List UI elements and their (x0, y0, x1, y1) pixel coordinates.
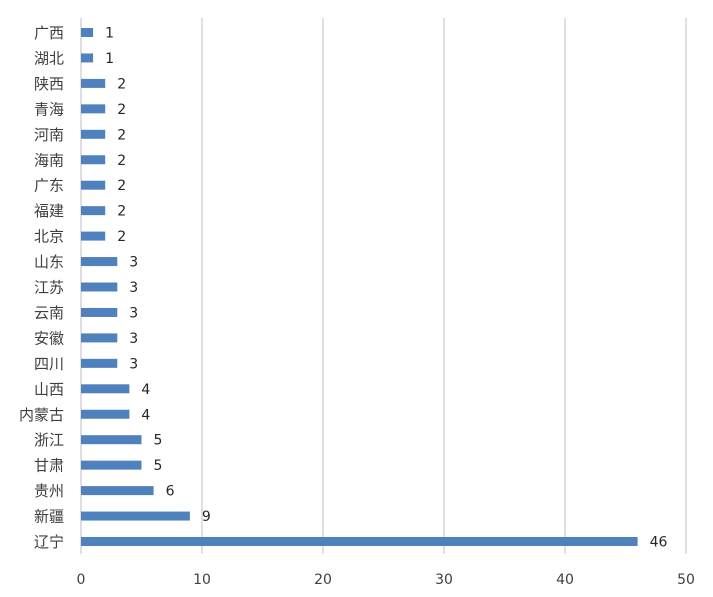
value-label: 3 (129, 305, 138, 321)
category-label: 北京 (34, 228, 64, 246)
bar (81, 206, 106, 216)
value-label: 3 (129, 280, 138, 296)
x-tick-label: 20 (314, 572, 332, 588)
bar (81, 537, 638, 546)
bar (81, 486, 154, 496)
bar (81, 78, 106, 88)
category-label: 新疆 (34, 508, 64, 526)
bar (81, 358, 118, 368)
category-label: 四川 (34, 355, 64, 373)
category-label: 海南 (34, 151, 64, 169)
category-label: 河南 (34, 126, 64, 144)
value-label: 1 (105, 51, 114, 67)
value-label: 6 (166, 484, 175, 500)
value-label: 46 (650, 535, 668, 551)
bar (81, 104, 106, 114)
category-label: 辽宁 (34, 533, 64, 551)
gridlines (80, 18, 687, 554)
bar (81, 155, 106, 165)
category-label: 青海 (34, 100, 64, 118)
category-label: 陕西 (34, 75, 64, 93)
value-label: 3 (129, 331, 138, 347)
bar (81, 384, 130, 394)
category-label: 山西 (34, 380, 64, 398)
value-label: 1 (105, 26, 114, 42)
value-label: 9 (202, 509, 211, 525)
category-label: 甘肃 (34, 457, 64, 475)
value-label: 3 (129, 356, 138, 372)
bar (81, 460, 142, 470)
value-label: 4 (141, 382, 150, 398)
bar (81, 282, 118, 292)
value-label: 3 (129, 255, 138, 271)
category-label: 浙江 (34, 431, 64, 449)
bar (81, 129, 106, 139)
value-label: 5 (154, 458, 163, 474)
bar (81, 53, 94, 63)
category-label: 广西 (34, 24, 64, 42)
value-label: 2 (117, 76, 126, 92)
x-tick-label: 0 (77, 572, 86, 588)
x-tick-label: 40 (556, 572, 574, 588)
x-tick-label: 10 (193, 572, 211, 588)
bar (81, 511, 190, 521)
category-label: 湖北 (34, 49, 64, 67)
bar (81, 409, 130, 419)
category-labels: 广西湖北陕西青海河南海南广东福建北京山东江苏云南安徽四川山西内蒙古浙江甘肃贵州新… (19, 24, 64, 551)
category-label: 云南 (34, 304, 64, 322)
category-label: 贵州 (34, 482, 64, 500)
value-label: 2 (117, 153, 126, 169)
x-tick-label: 30 (435, 572, 453, 588)
x-tick-label: 50 (677, 572, 695, 588)
bar (81, 28, 94, 37)
bar (81, 180, 106, 190)
x-axis-tick-labels: 0 10 20 30 40 50 (77, 572, 695, 588)
category-label: 内蒙古 (19, 406, 64, 424)
bars (81, 28, 638, 546)
value-label: 4 (141, 407, 150, 423)
bar (81, 435, 142, 445)
category-label: 广东 (34, 177, 64, 195)
category-label: 安徽 (34, 329, 64, 347)
category-label: 福建 (34, 202, 64, 220)
bar (81, 333, 118, 343)
value-label: 2 (117, 127, 126, 143)
value-label: 2 (117, 229, 126, 245)
value-label: 2 (117, 178, 126, 194)
bar (81, 307, 118, 317)
value-label: 2 (117, 204, 126, 220)
category-label: 江苏 (34, 279, 64, 297)
bar (81, 257, 118, 267)
bar (81, 231, 106, 241)
value-label: 2 (117, 102, 126, 118)
category-label: 山东 (34, 253, 64, 271)
value-label: 5 (154, 433, 163, 449)
